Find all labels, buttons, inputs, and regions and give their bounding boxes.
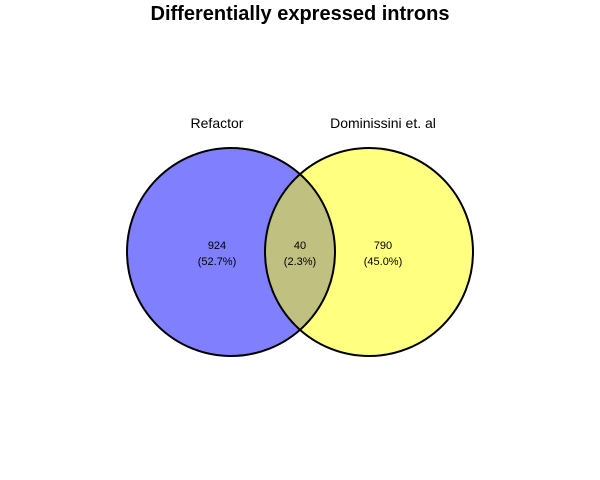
right-only-count: 790 xyxy=(374,240,392,252)
overlap-percent: (2.3%) xyxy=(284,256,316,268)
left-only-percent: (52.7%) xyxy=(198,256,237,268)
left-only-count: 924 xyxy=(208,240,226,252)
set-outline-refactor xyxy=(126,147,336,357)
diagram-title: Differentially expressed introns xyxy=(150,3,450,25)
right-only-percent: (45.0%) xyxy=(364,256,403,268)
overlap-region xyxy=(265,148,335,356)
overlap-count: 40 xyxy=(294,240,306,252)
set-label-refactor: Refactor xyxy=(191,115,244,131)
set-outline-dominissini xyxy=(264,147,474,357)
set-label-dominissini: Dominissini et. al xyxy=(330,115,436,131)
